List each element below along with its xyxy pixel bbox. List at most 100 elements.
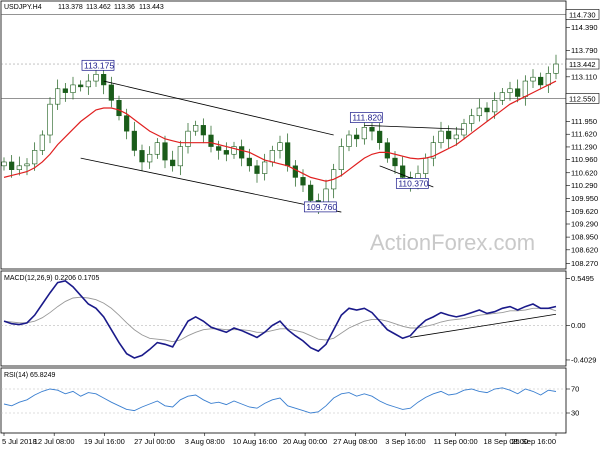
candle-body [538,76,544,86]
rsi-label: RSI(14) 65.8249 [4,372,55,379]
candle-body [338,146,344,170]
x-tick-label: 27 Aug 08:00 [333,437,377,446]
candle-body [515,88,521,97]
candle-body [384,142,390,159]
candle-body [361,126,367,140]
candle-body [499,92,505,101]
candle-body [553,63,559,74]
candle-body [438,130,444,144]
candle-body [300,177,306,186]
rsi-tick-label: 30 [571,409,579,418]
x-tick-label: 18 Sep 08:00 [484,437,529,446]
price-tick-label: 109.290 [571,220,598,229]
candle-body [430,142,436,159]
candle-body [400,165,406,178]
candle-body [9,161,15,170]
price-tick-label: 109.620 [571,207,598,216]
candle-body [170,159,176,167]
x-tick-label: 20 Aug 00:00 [283,437,327,446]
annotation-box [81,59,115,71]
candle-body [392,157,398,167]
candle-body [62,88,68,93]
annotation-box [395,178,429,189]
candle-body [484,107,490,113]
x-tick-label: 3 Aug 08:00 [185,437,225,446]
price-tick-label: 110.960 [571,155,598,164]
candle-body [139,150,145,163]
candle-body [231,146,237,155]
candle-body [39,134,45,151]
candle-body [193,125,199,132]
candle-body [24,163,30,167]
candle-body [208,134,214,147]
macd-panel [0,270,567,367]
x-tick-label: 11 Sep 00:00 [434,437,478,446]
symbol-label: USDJPY.H4 [4,4,42,11]
price-tick-label: 110.620 [571,168,598,177]
candle-body [308,184,314,201]
candle-body [254,165,260,174]
price-tick-label: 111.950 [571,117,597,126]
candle-body [346,134,352,147]
x-tick-label: 27 Jul 00:00 [134,437,175,446]
current-price-box [565,58,600,70]
candle-body [469,115,475,124]
level-box [565,9,600,20]
price-tick-label: 113.790 [571,46,598,55]
candle-body [47,103,53,136]
macd-label: MACD(12,26,9) 0.2206 0.1705 [4,275,99,282]
candle-body [262,161,268,174]
annotation-label: 113.175 [84,60,114,70]
candle-body [55,88,61,105]
annotation-label: 110.370 [398,178,428,188]
annotation-box [303,201,337,213]
ohlc-close: 113.443 [139,4,164,11]
candle-body [147,153,153,163]
candle-body [530,76,536,82]
candle-body [292,165,298,178]
candle-body [369,126,375,132]
candle-body [223,150,229,155]
x-tick-label: 10 Aug 16:00 [233,437,277,446]
candle-body [154,142,160,155]
macd-line [3,279,557,359]
price-panel [0,0,567,270]
rsi-tick-label: 70 [571,385,579,394]
x-tick-label: 25 Sep 16:00 [511,437,556,446]
macd-tick-label: 0.00 [571,321,586,330]
price-tick-label: 110.290 [571,181,598,190]
macd-tick-label: -0.4029 [571,355,596,364]
macd-signal-line [3,296,557,343]
channel-lower-line [80,157,342,213]
annotation-label: 111.820 [352,113,382,123]
candle-body [453,134,459,140]
candle-body [162,142,168,161]
sma-line [3,80,557,182]
candle-body [32,150,38,165]
x-tick-label: 5 Jul 2018 [2,437,37,446]
candle-body [85,80,91,88]
rsi-panel [0,367,567,434]
annotation-label: 109.760 [306,202,337,212]
candle-body [446,130,452,140]
price-tick-label: 113.110 [571,72,597,81]
candle-body [116,100,122,117]
candle-body [246,157,252,167]
macd-trend-line [410,313,557,338]
level-label: 112.550 [569,94,596,103]
price-tick-label: 108.270 [571,259,598,268]
candle-body [70,84,76,93]
price-tick-label: 114.390 [571,23,598,32]
candle-body [200,125,206,136]
candle-body [507,88,513,93]
rsi-line [3,387,557,414]
candle-body [16,165,22,170]
level-box [565,93,600,104]
candle-body [177,146,183,167]
candle-body [124,115,130,132]
candle-body [216,146,222,151]
ohlc-open: 113.378 [58,4,83,11]
candle-body [545,73,551,86]
price-tick-label: 111.620 [571,130,597,139]
